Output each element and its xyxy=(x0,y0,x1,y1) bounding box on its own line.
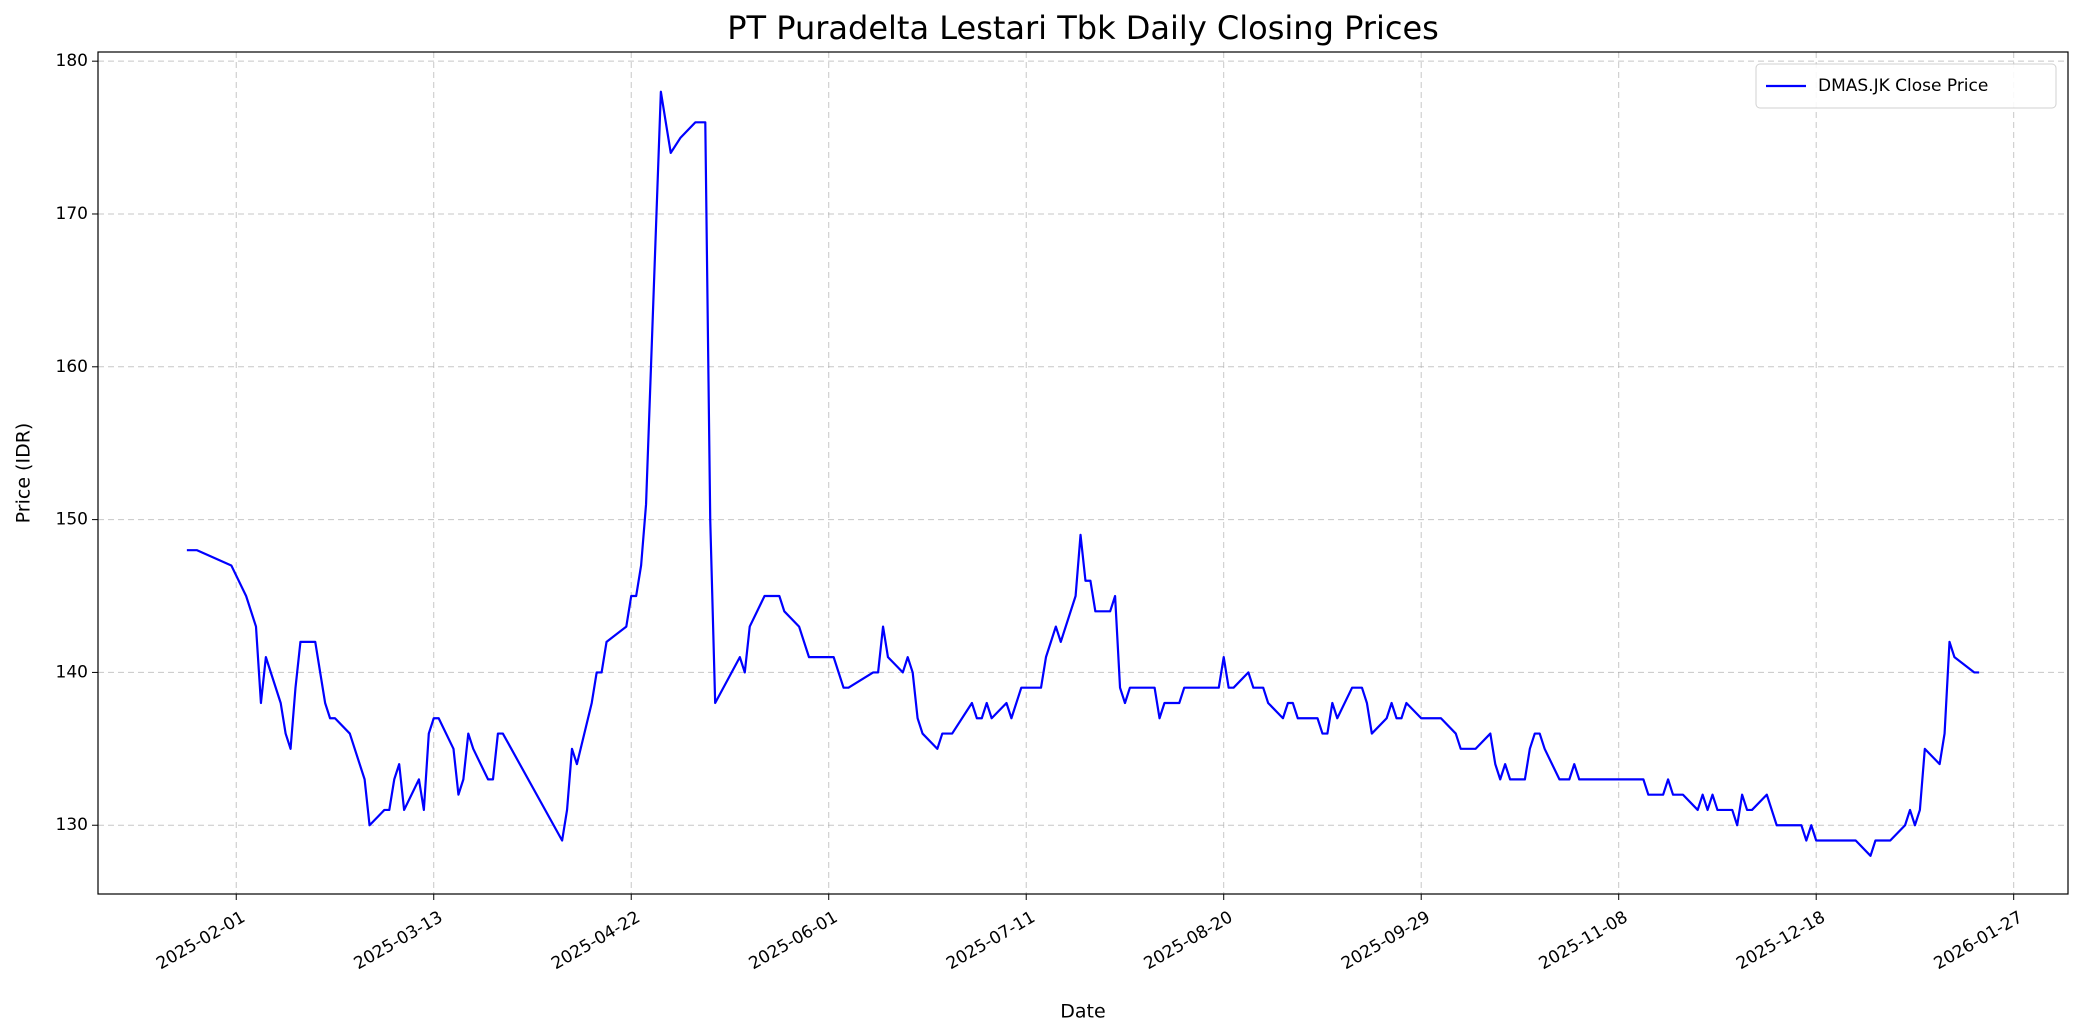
y-tick-label: 160 xyxy=(56,357,88,377)
chart-title: PT Puradelta Lestari Tbk Daily Closing P… xyxy=(727,9,1439,47)
y-axis-label: Price (IDR) xyxy=(13,423,35,524)
y-tick-label: 130 xyxy=(56,815,88,835)
x-axis-label: Date xyxy=(1060,1001,1105,1023)
y-tick-label: 170 xyxy=(56,204,88,224)
legend-box xyxy=(1755,63,2057,109)
y-tick-label: 140 xyxy=(56,662,88,682)
legend-label: DMAS.JK Close Price xyxy=(1818,76,1988,96)
plot-frame xyxy=(97,51,2069,895)
y-tick-label: 150 xyxy=(56,510,88,530)
y-tick-label: 180 xyxy=(56,51,88,71)
line-series xyxy=(186,90,1980,857)
